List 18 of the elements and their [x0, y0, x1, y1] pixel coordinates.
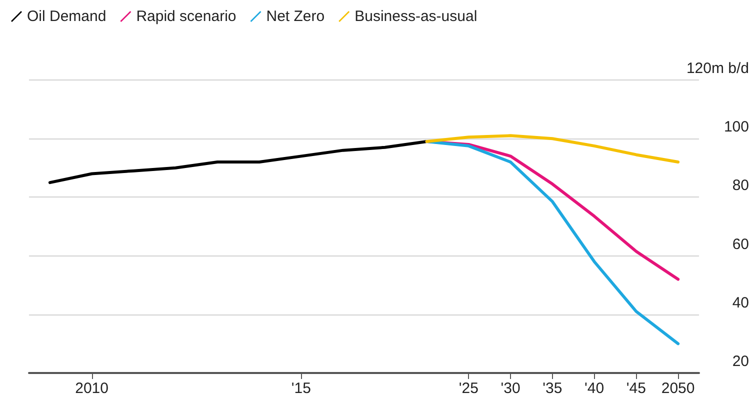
- legend-label: Oil Demand: [27, 8, 106, 25]
- x-tick-label: 2010: [75, 380, 108, 397]
- y-tick-label: 120m b/d: [686, 60, 749, 77]
- x-tick-label: '45: [626, 380, 646, 397]
- y-tick-label: 60: [732, 236, 749, 253]
- y-tick-label: 80: [732, 177, 749, 194]
- x-tick-label: '25: [458, 380, 478, 397]
- y-tick-label: 40: [732, 294, 749, 312]
- x-tick-label: '35: [542, 380, 562, 397]
- x-tick-label: '40: [584, 380, 604, 397]
- legend-label: Rapid scenario: [136, 8, 236, 25]
- x-tick-label: '30: [500, 380, 520, 397]
- y-tick-label: 20: [732, 353, 749, 370]
- x-tick-label: '15: [291, 380, 311, 397]
- legend-label: Business-as-usual: [354, 8, 478, 25]
- legend-label: Net Zero: [266, 8, 325, 25]
- y-tick-label: 100: [724, 118, 749, 136]
- x-tick-label: 2050: [661, 380, 695, 397]
